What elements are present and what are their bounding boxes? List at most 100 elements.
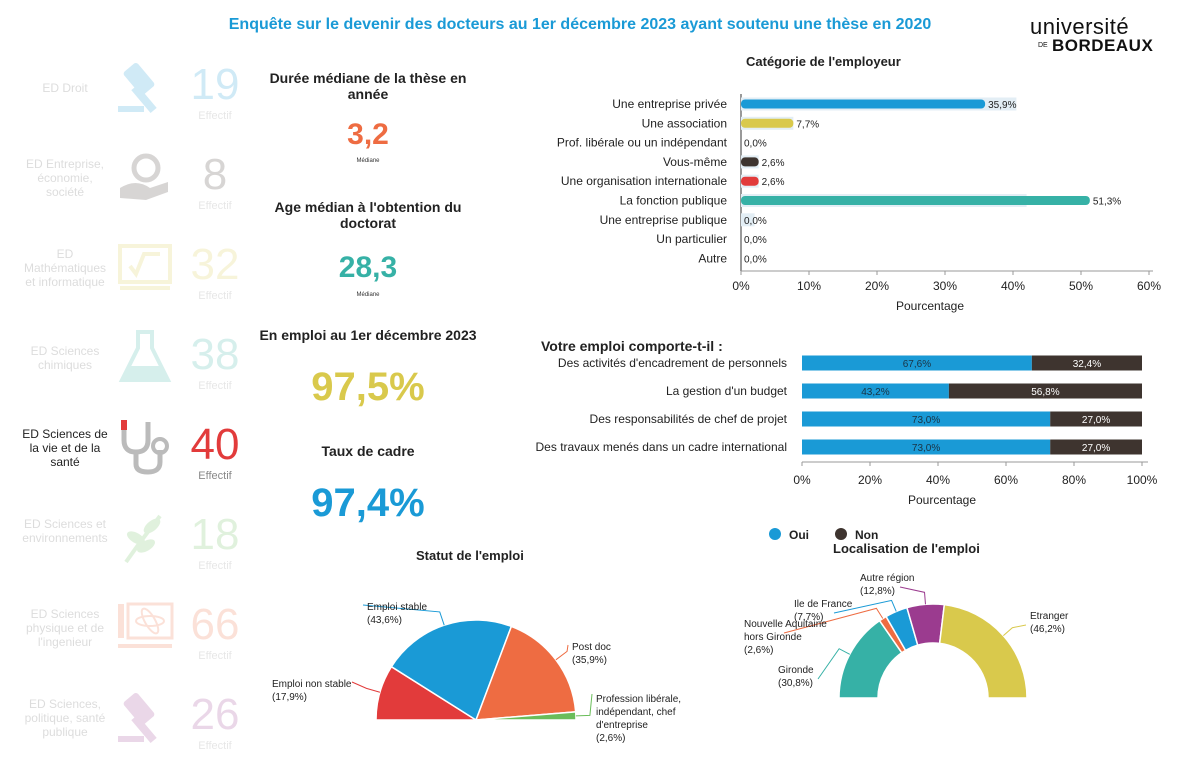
slice-connector bbox=[817, 648, 850, 680]
bar bbox=[741, 196, 1090, 205]
category-label: Des activités d'encadrement de personnel… bbox=[558, 356, 787, 370]
segment-value-label: 43,2% bbox=[861, 387, 889, 398]
stacked-bar-segment bbox=[1031, 355, 1142, 371]
x-tick-label: 60% bbox=[1137, 279, 1161, 293]
logo-prefix: DE bbox=[1038, 42, 1048, 49]
logo-word: université bbox=[1030, 14, 1130, 39]
doctoral-school-label: ED Mathématiques et informatique bbox=[23, 247, 107, 289]
doctoral-school-label: ED Droit bbox=[42, 81, 88, 95]
doctoral-school-row[interactable]: ED Sciences physique et de l'ingenieur 66… bbox=[0, 588, 250, 668]
category-label: Une entreprise publique bbox=[600, 213, 728, 227]
x-tick-label: 50% bbox=[1069, 279, 1093, 293]
bar-value-label: 51,3% bbox=[1093, 197, 1121, 208]
x-axis-label: Pourcentage bbox=[908, 493, 976, 507]
doctoral-school-effectif-label: Effectif bbox=[198, 110, 232, 122]
slice-value-label: (46,2%) bbox=[1030, 624, 1065, 635]
bar-value-label: 35,9% bbox=[988, 100, 1016, 111]
category-label: Une organisation internationale bbox=[561, 174, 727, 188]
kpi-cadre-value: 97,4% bbox=[311, 481, 425, 525]
x-tick-label: 20% bbox=[865, 279, 889, 293]
kpi-age-title: Age médian à l'obtention du doctorat bbox=[274, 199, 462, 231]
slice-value-label: (12,8%) bbox=[860, 586, 895, 597]
bar-value-label: 2,6% bbox=[762, 158, 785, 169]
doctoral-school-row[interactable]: ED Entreprise, économie, société 8 Effecti… bbox=[0, 138, 250, 218]
doctoral-school-row[interactable]: ED Droit 19 Effectif bbox=[0, 48, 250, 128]
x-axis-label: Pourcentage bbox=[896, 299, 964, 313]
bar-value-label: 7,7% bbox=[796, 119, 819, 130]
bar-value-label: 0,0% bbox=[744, 139, 767, 150]
slice-connector bbox=[575, 693, 593, 717]
slice-name-label: hors Gironde bbox=[744, 632, 802, 643]
doctoral-school-row[interactable]: ED Sciences de la vie et de la santé 40 Ef… bbox=[0, 408, 250, 488]
doctoral-school-row[interactable]: ED Sciences chimiques 38 Effectif bbox=[0, 318, 250, 398]
doctoral-school-row[interactable]: ED Sciences et environnements 18 Effectif bbox=[0, 498, 250, 578]
category-label: La fonction publique bbox=[620, 194, 728, 208]
doctoral-school-effectif-label: Effectif bbox=[198, 560, 232, 572]
doctoral-school-label: ED Entreprise, économie, société bbox=[25, 157, 105, 199]
bar bbox=[741, 176, 759, 186]
tasks-chart-title: Votre emploi comporte-t-il : bbox=[541, 338, 723, 354]
kpi-cadre-title: Taux de cadre bbox=[321, 443, 415, 459]
legend-label: Non bbox=[855, 528, 878, 542]
doctoral-school-effectif-label: Effectif bbox=[198, 650, 232, 662]
bar-value-label: 0,0% bbox=[744, 235, 767, 246]
stacked-bar-segment bbox=[802, 439, 1051, 455]
legend-marker bbox=[835, 528, 847, 540]
reference-bar bbox=[741, 213, 755, 227]
slice-value-label: (43,6%) bbox=[367, 615, 402, 626]
doctoral-school-label: ED Sciences et environnements bbox=[22, 517, 108, 545]
atom-screen-icon bbox=[116, 598, 174, 656]
slice-name-label: Emploi non stable bbox=[272, 679, 352, 690]
doctoral-school-effectif-label: Effectif bbox=[198, 290, 232, 302]
status-chart-title: Statut de l'emploi bbox=[416, 548, 524, 563]
slice-name-label: d'entreprise bbox=[596, 720, 648, 731]
kpi-duree-title: Durée médiane de la thèse en année bbox=[269, 70, 467, 102]
doctoral-school-label: ED Sciences physique et de l'ingenieur bbox=[25, 607, 105, 649]
slice-name-label: Emploi stable bbox=[367, 602, 427, 613]
doctoral-school-label: ED Sciences, politique, santé publique bbox=[24, 697, 106, 739]
kpi-duree-sub: Médiane bbox=[356, 158, 380, 164]
segment-value-label: 32,4% bbox=[1073, 359, 1101, 370]
stacked-bar-segment bbox=[802, 355, 1032, 371]
slice-connector bbox=[899, 586, 926, 605]
employment-status-chart: Emploi non stable (17,9%) Emploi stable (43… bbox=[272, 602, 681, 744]
employer-chart-title: Catégorie de l'employeur bbox=[746, 54, 901, 69]
donut-slice bbox=[938, 603, 1028, 699]
kpi-emploi-title: En emploi au 1er décembre 2023 bbox=[259, 327, 477, 343]
doctoral-school-row[interactable]: ED Sciences, politique, santé publique 26… bbox=[0, 678, 250, 758]
slice-name-label: Nouvelle Aquitaine bbox=[744, 619, 827, 630]
doctoral-school-count: 38 bbox=[190, 330, 240, 379]
stacked-bar-segment bbox=[802, 383, 949, 399]
stacked-bar-segment bbox=[802, 411, 1051, 427]
doctoral-school-count: 26 bbox=[190, 690, 240, 739]
x-tick-label: 40% bbox=[926, 473, 950, 487]
stacked-bar-segment bbox=[1050, 439, 1142, 455]
slice-name-label: Post doc bbox=[572, 642, 611, 653]
category-label: Des travaux menés dans un cadre internat… bbox=[536, 440, 787, 454]
slice-connector bbox=[783, 607, 884, 634]
slice-name-label: Autre région bbox=[860, 573, 914, 584]
doctoral-school-effectif-label: Effectif bbox=[198, 470, 232, 482]
bar bbox=[741, 99, 986, 109]
category-label: Autre bbox=[698, 251, 727, 265]
job-tasks-chart: 0% 20% 40% 60% 80% 100% Pourcentage Des activit… bbox=[536, 355, 1158, 542]
doctoral-school-count: 8 bbox=[202, 150, 228, 199]
segment-value-label: 27,0% bbox=[1082, 443, 1110, 454]
slice-connector bbox=[833, 599, 897, 614]
leaf-icon bbox=[116, 508, 174, 566]
gavel-icon bbox=[116, 58, 174, 116]
university-logo: université DE BORDEAUX bbox=[1030, 14, 1170, 64]
category-label: Vous-même bbox=[663, 155, 727, 169]
category-label: Des responsabilités de chef de projet bbox=[590, 412, 788, 426]
segment-value-label: 67,6% bbox=[903, 359, 931, 370]
slice-value-label: (17,9%) bbox=[272, 692, 307, 703]
logo-name: BORDEAUX bbox=[1052, 36, 1154, 55]
slice-name-label: indépendant, chef bbox=[596, 707, 676, 718]
segment-value-label: 27,0% bbox=[1082, 415, 1110, 426]
slice-connector bbox=[362, 604, 445, 626]
stacked-bar-segment bbox=[948, 383, 1142, 399]
doctoral-school-row[interactable]: ED Mathématiques et informatique 32 Effect… bbox=[0, 228, 250, 308]
doctoral-school-effectif-label: Effectif bbox=[198, 200, 232, 212]
slice-name-label: Etranger bbox=[1030, 611, 1069, 622]
slice-name-label: Profession libérale, bbox=[596, 694, 681, 705]
